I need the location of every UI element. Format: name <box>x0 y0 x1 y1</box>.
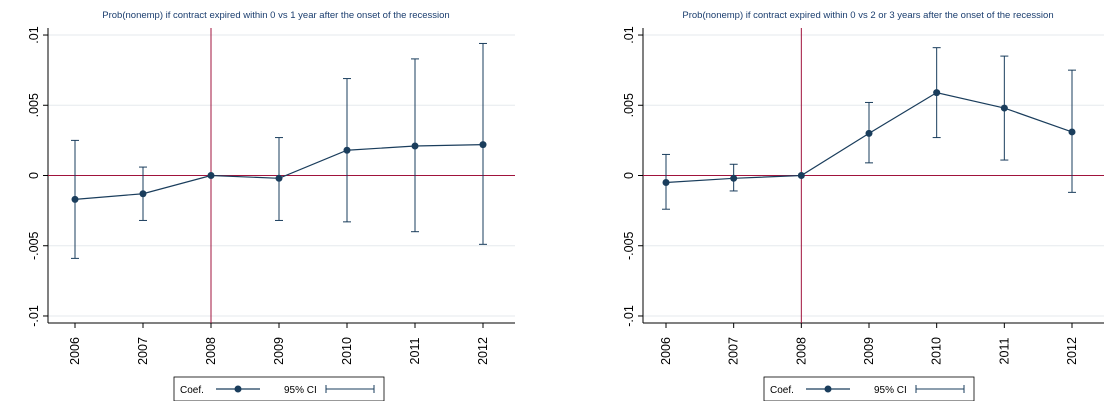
coef-point <box>865 129 873 137</box>
legend-coef-swatch-point <box>234 385 242 393</box>
x-tick-label: 2011 <box>408 338 422 365</box>
x-tick-label: 2011 <box>997 338 1011 365</box>
y-tick-label: .005 <box>27 93 41 117</box>
x-tick-label: 2006 <box>68 337 82 365</box>
coef-point <box>275 174 283 182</box>
legend-coef-label: Coef. <box>180 385 204 396</box>
x-tick-label: 2010 <box>340 337 354 365</box>
coef-point <box>479 141 487 149</box>
coef-point <box>797 172 805 179</box>
y-tick-label: .01 <box>27 26 41 43</box>
y-tick-label: -.005 <box>27 231 41 260</box>
x-tick-label: 2010 <box>930 337 944 365</box>
coef-point <box>1068 128 1076 136</box>
y-tick-label: .01 <box>622 26 636 43</box>
chart-title: Prob(nonemp) if contract expired within … <box>102 10 449 21</box>
legend: Coef. 95% CI <box>763 376 975 401</box>
y-tick-label: 0 <box>622 172 636 179</box>
legend: Coef. 95% CI <box>173 376 385 401</box>
x-tick-label: 2009 <box>272 337 286 365</box>
coef-point <box>730 174 738 182</box>
y-tick-label: 0 <box>27 172 41 179</box>
legend-coef-label: Coef. <box>770 385 794 396</box>
x-tick-label: 2007 <box>727 337 741 365</box>
y-tick-label: -.01 <box>27 305 41 327</box>
coef-point <box>71 195 79 203</box>
legend-ci-label: 95% CI <box>874 385 907 396</box>
y-tick-label: .005 <box>622 93 636 117</box>
chart-title: Prob(nonemp) if contract expired within … <box>682 10 1053 21</box>
coef-point <box>207 172 215 179</box>
panel-left: Prob(nonemp) if contract expired within … <box>27 10 515 401</box>
coef-point <box>1000 104 1008 112</box>
coef-point <box>662 179 670 187</box>
legend-ci-label: 95% CI <box>284 385 317 396</box>
x-tick-label: 2008 <box>204 337 218 365</box>
legend-coef-swatch-point <box>824 385 832 393</box>
x-tick-label: 2007 <box>136 337 150 365</box>
x-tick-label: 2012 <box>1065 337 1079 365</box>
x-tick-label: 2008 <box>794 337 808 365</box>
coef-point <box>343 146 351 154</box>
x-tick-label: 2012 <box>476 337 490 365</box>
coef-point <box>933 89 941 97</box>
y-tick-label: -.005 <box>622 231 636 260</box>
x-tick-label: 2009 <box>862 337 876 365</box>
panel-right: Prob(nonemp) if contract expired within … <box>622 10 1104 401</box>
coef-point <box>139 190 147 198</box>
y-tick-label: -.01 <box>622 305 636 327</box>
coef-point <box>411 142 419 150</box>
x-tick-label: 2006 <box>659 337 673 365</box>
